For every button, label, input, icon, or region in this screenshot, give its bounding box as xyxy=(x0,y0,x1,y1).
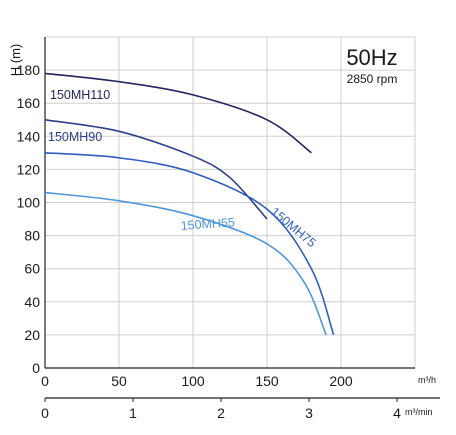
x-axis-unit-label: m³/h xyxy=(418,375,436,385)
x-tick-label: 50 xyxy=(111,373,127,389)
series-line-150mh90 xyxy=(44,119,268,220)
y-tick-label: 20 xyxy=(24,327,40,343)
x-tick-label: 0 xyxy=(41,373,49,389)
axes xyxy=(44,37,440,399)
y-tick-label: 160 xyxy=(17,95,41,111)
series-line-150mh55 xyxy=(44,191,327,336)
x-ticks: 0 50 100 150 200 xyxy=(41,373,353,389)
x2-tick-label: 0 xyxy=(41,405,49,421)
y-tick-label: 140 xyxy=(17,128,41,144)
series xyxy=(44,72,335,336)
series-label-150mh75: 150MH75 xyxy=(268,205,319,251)
series-line-150mh75 xyxy=(44,152,335,336)
x2-tick-label: 3 xyxy=(305,405,313,421)
x-tick-label: 150 xyxy=(255,373,279,389)
chart-title: 50Hz xyxy=(346,45,397,70)
x2-tick-label: 1 xyxy=(129,405,137,421)
y-tick-label: 180 xyxy=(17,62,41,78)
y-tick-label: 120 xyxy=(17,161,41,177)
y-ticks: 0 20 40 60 80 100 120 140 160 180 xyxy=(17,62,41,376)
x-tick-label: 100 xyxy=(181,373,205,389)
y-tick-label: 40 xyxy=(24,294,40,310)
y-tick-label: 100 xyxy=(17,195,41,211)
x2-tick-label: 4 xyxy=(393,405,401,421)
x-tick-label: 200 xyxy=(329,373,353,389)
chart-subtitle: 2850 rpm xyxy=(347,72,398,86)
series-label-150mh110: 150MH110 xyxy=(50,88,110,102)
y-tick-label: 80 xyxy=(24,228,40,244)
series-label-150mh55: 150MH55 xyxy=(180,215,235,233)
series-line-150mh110 xyxy=(44,72,312,154)
grid xyxy=(44,36,416,369)
x2-axis-unit-label: m³/min xyxy=(405,407,433,417)
y-tick-label: 0 xyxy=(32,360,40,376)
y-tick-label: 60 xyxy=(24,261,40,277)
x2-tick-label: 2 xyxy=(217,405,225,421)
series-label-150mh90: 150MH90 xyxy=(48,130,102,144)
x2-ticks: 0 1 2 3 4 xyxy=(41,398,401,421)
y-axis-label: H (m) xyxy=(8,44,23,77)
